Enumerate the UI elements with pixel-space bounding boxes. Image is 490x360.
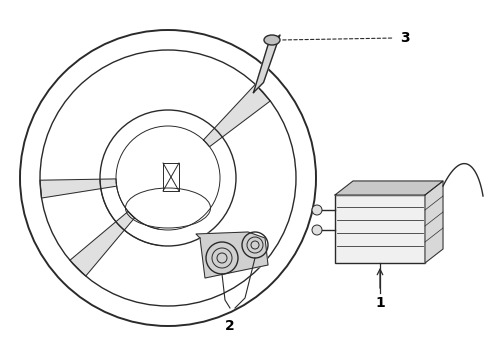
FancyBboxPatch shape: [335, 195, 425, 263]
Polygon shape: [335, 181, 443, 195]
Text: 2: 2: [225, 319, 235, 333]
Polygon shape: [70, 211, 135, 276]
Polygon shape: [196, 232, 268, 278]
Polygon shape: [40, 179, 117, 198]
Polygon shape: [253, 35, 280, 93]
Circle shape: [312, 205, 322, 215]
Polygon shape: [203, 84, 270, 147]
Polygon shape: [425, 181, 443, 263]
Circle shape: [312, 225, 322, 235]
Text: 1: 1: [375, 296, 385, 310]
Text: 3: 3: [400, 31, 410, 45]
Ellipse shape: [264, 35, 280, 45]
